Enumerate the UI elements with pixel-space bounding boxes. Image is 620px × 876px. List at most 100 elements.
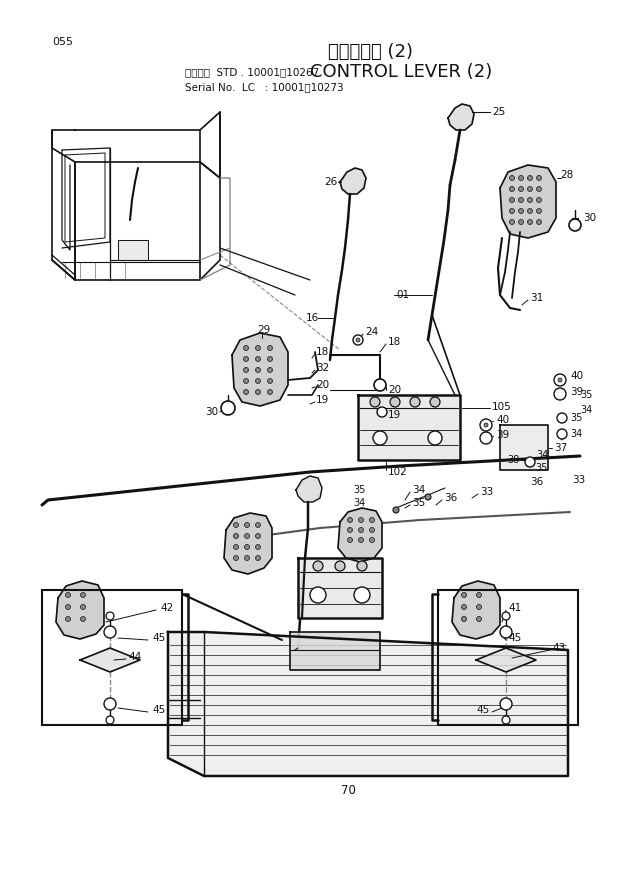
Circle shape (510, 220, 515, 224)
Text: 105: 105 (492, 402, 512, 412)
Circle shape (557, 429, 567, 439)
Circle shape (81, 592, 86, 597)
Circle shape (410, 397, 420, 407)
Text: 34: 34 (580, 405, 592, 415)
Circle shape (104, 698, 116, 710)
Circle shape (354, 587, 370, 603)
Circle shape (347, 538, 353, 542)
Circle shape (267, 390, 273, 394)
Circle shape (221, 401, 235, 415)
Bar (438, 590, 578, 725)
Circle shape (374, 379, 386, 391)
Circle shape (528, 208, 533, 214)
Circle shape (502, 612, 510, 620)
Circle shape (510, 208, 515, 214)
Circle shape (370, 518, 374, 522)
Circle shape (528, 197, 533, 202)
Circle shape (554, 374, 566, 386)
Text: 33: 33 (480, 487, 494, 497)
Circle shape (357, 561, 367, 571)
Text: 35: 35 (353, 485, 366, 495)
Text: 45: 45 (152, 633, 166, 643)
Circle shape (255, 533, 260, 539)
Circle shape (106, 716, 114, 724)
Circle shape (370, 538, 374, 542)
Circle shape (255, 368, 260, 372)
Circle shape (66, 604, 71, 610)
Circle shape (244, 357, 249, 362)
Circle shape (353, 335, 363, 345)
Circle shape (244, 522, 249, 527)
Text: 28: 28 (560, 170, 574, 180)
Circle shape (557, 413, 567, 423)
Circle shape (518, 175, 523, 180)
Circle shape (358, 538, 363, 542)
Circle shape (390, 397, 400, 407)
Text: 45: 45 (152, 705, 166, 715)
Circle shape (425, 494, 431, 500)
Circle shape (244, 533, 249, 539)
Text: 34: 34 (354, 498, 366, 508)
Text: Serial No.  LC   : 10001～10273: Serial No. LC : 10001～10273 (185, 82, 343, 92)
Polygon shape (358, 395, 460, 460)
Text: 41: 41 (508, 603, 521, 613)
Circle shape (234, 555, 239, 561)
Text: 39: 39 (570, 387, 583, 397)
Text: 35: 35 (580, 390, 592, 400)
Circle shape (255, 357, 260, 362)
Text: 25: 25 (492, 107, 505, 117)
Polygon shape (224, 513, 272, 574)
Text: 19: 19 (388, 410, 401, 420)
Text: 35: 35 (536, 463, 548, 473)
Circle shape (502, 716, 510, 724)
Text: 055: 055 (52, 37, 73, 47)
Circle shape (358, 527, 363, 533)
Text: 操作レバー (2): 操作レバー (2) (327, 43, 412, 61)
Circle shape (477, 604, 482, 610)
Circle shape (480, 432, 492, 444)
Circle shape (518, 187, 523, 192)
Circle shape (267, 378, 273, 384)
Circle shape (310, 587, 326, 603)
Polygon shape (168, 632, 568, 776)
Circle shape (518, 220, 523, 224)
Circle shape (528, 175, 533, 180)
Circle shape (358, 518, 363, 522)
Circle shape (484, 423, 488, 427)
Circle shape (244, 368, 249, 372)
Circle shape (393, 507, 399, 513)
Circle shape (267, 357, 273, 362)
Circle shape (377, 407, 387, 417)
Text: 34: 34 (536, 450, 548, 460)
Circle shape (461, 617, 466, 621)
Polygon shape (448, 104, 474, 130)
Circle shape (104, 626, 116, 638)
Circle shape (528, 220, 533, 224)
Circle shape (477, 592, 482, 597)
Circle shape (255, 522, 260, 527)
Circle shape (313, 561, 323, 571)
Circle shape (347, 527, 353, 533)
Circle shape (106, 612, 114, 620)
Circle shape (518, 208, 523, 214)
Text: 16: 16 (306, 313, 319, 323)
Polygon shape (476, 648, 536, 672)
Polygon shape (338, 508, 382, 562)
Polygon shape (298, 558, 382, 618)
Circle shape (536, 208, 541, 214)
Text: 適用号機  STD . 10001～10267: 適用号機 STD . 10001～10267 (185, 67, 319, 77)
Circle shape (500, 626, 512, 638)
Polygon shape (56, 581, 104, 639)
Text: CONTROL LEVER (2): CONTROL LEVER (2) (310, 63, 492, 81)
Text: 43: 43 (552, 643, 565, 653)
Circle shape (255, 378, 260, 384)
Circle shape (373, 431, 387, 445)
Circle shape (477, 617, 482, 621)
Text: 70: 70 (340, 783, 355, 796)
Text: 45: 45 (477, 705, 490, 715)
Circle shape (81, 604, 86, 610)
Text: 37: 37 (554, 443, 567, 453)
Circle shape (356, 338, 360, 342)
Polygon shape (118, 240, 148, 260)
Text: 01: 01 (396, 290, 409, 300)
